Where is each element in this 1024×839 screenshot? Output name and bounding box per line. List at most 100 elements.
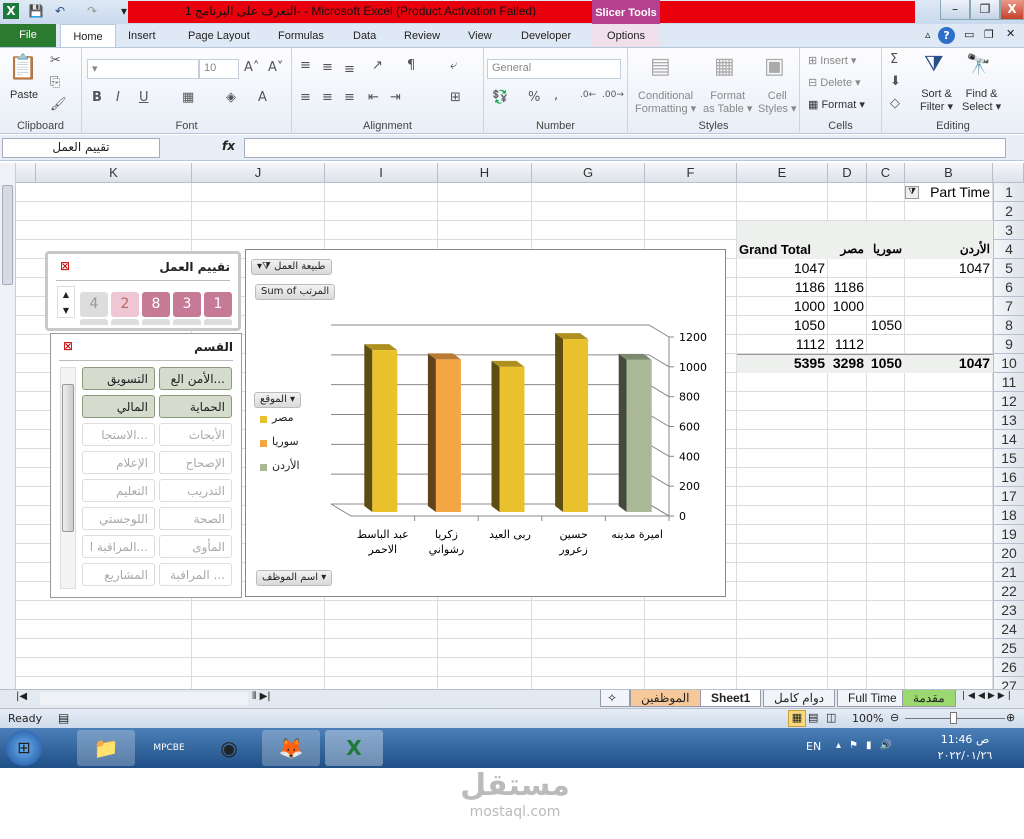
customize-qat-icon[interactable]: ▾ xyxy=(120,4,128,18)
pivot-column-header[interactable]: مصر xyxy=(840,242,864,256)
column-header-H[interactable]: H xyxy=(438,163,532,183)
sheet-tab-full-time-ar[interactable]: دوام كامل xyxy=(763,690,836,707)
department-item[interactable]: الإصحاح xyxy=(159,451,232,474)
column-header-F[interactable]: F xyxy=(645,163,737,183)
bar[interactable] xyxy=(499,366,525,512)
start-button[interactable]: ⊞ xyxy=(6,730,42,766)
row-header-7[interactable]: 7 xyxy=(993,297,1024,316)
pivot-total-cell[interactable]: 1050 xyxy=(870,355,902,371)
department-item[interactable]: المراقبة ا... xyxy=(82,535,155,558)
pivot-total-cell[interactable]: 1047 xyxy=(958,355,990,371)
tab-insert[interactable]: Insert xyxy=(128,30,156,42)
bold-button[interactable]: B xyxy=(92,90,102,105)
format-cells-button[interactable]: ▦ Format ▾ xyxy=(808,98,865,111)
sort-filter-button[interactable]: Sort & Filter ▾ xyxy=(920,88,953,113)
comma-button[interactable]: , xyxy=(554,88,559,103)
row-header-11[interactable]: 11 xyxy=(993,373,1024,392)
increase-decimal-icon[interactable]: .0← xyxy=(580,90,597,100)
wrap-text-icon[interactable]: ⤶ xyxy=(450,58,458,73)
format-as-table-icon[interactable]: ▦ xyxy=(714,54,735,79)
row-header-13[interactable]: 13 xyxy=(993,411,1024,430)
pivot-total-cell[interactable]: 3298 xyxy=(832,355,864,371)
pivot-cell[interactable]: 1050 xyxy=(793,317,825,333)
font-size-combo[interactable]: 10 xyxy=(199,59,239,79)
department-item[interactable]: الأمن الع... xyxy=(159,367,232,390)
italic-button[interactable]: I xyxy=(116,90,120,105)
pivot-cell[interactable]: 1050 xyxy=(870,317,902,333)
row-header-15[interactable]: 15 xyxy=(993,449,1024,468)
tab-home[interactable]: Home xyxy=(60,24,116,48)
paste-button[interactable]: Paste xyxy=(10,89,39,101)
align-middle-icon[interactable]: ≡ xyxy=(322,60,333,75)
row-header-12[interactable]: 12 xyxy=(993,392,1024,411)
sheet-tab-sheet1[interactable]: Sheet1 xyxy=(700,690,762,707)
scroll-thumb[interactable] xyxy=(2,185,13,285)
pivot-cell[interactable]: 1047 xyxy=(793,260,825,276)
row-header-24[interactable]: 24 xyxy=(993,620,1024,639)
conditional-formatting-icon[interactable]: ▤ xyxy=(650,54,671,79)
minimize-ribbon-icon[interactable]: ▵ xyxy=(925,28,931,41)
department-item[interactable]: التسويق xyxy=(82,367,155,390)
close-button[interactable]: X xyxy=(1000,0,1024,20)
row-header-1[interactable]: 1 xyxy=(993,183,1024,202)
conditional-formatting-button[interactable]: Conditional Formatting ▾ xyxy=(635,90,696,115)
department-item[interactable]: الإعلام xyxy=(82,451,155,474)
zoom-level[interactable]: 100% xyxy=(852,712,884,725)
clock-time[interactable]: 11:46 ص xyxy=(940,733,990,746)
clear-icon[interactable]: ◇ xyxy=(890,96,900,111)
department-item[interactable]: الاستجا... xyxy=(82,423,155,446)
row-header-22[interactable]: 22 xyxy=(993,582,1024,601)
tab-formulas[interactable]: Formulas xyxy=(278,30,324,42)
chart-axis-button[interactable]: اسم الموظف ▾ xyxy=(256,570,333,586)
decrease-decimal-icon[interactable]: .00→ xyxy=(602,90,624,100)
explorer-icon[interactable]: 📁 xyxy=(77,730,135,766)
row-header-2[interactable]: 2 xyxy=(993,202,1024,221)
row-header-20[interactable]: 20 xyxy=(993,544,1024,563)
language-indicator[interactable]: EN xyxy=(806,740,822,753)
department-item[interactable]: الأبحاث xyxy=(159,423,232,446)
grow-font-icon[interactable]: A˄ xyxy=(244,60,260,75)
merge-center-icon[interactable]: ⊞ xyxy=(450,90,461,105)
clear-filter-icon[interactable]: ⊠ xyxy=(63,339,74,353)
macro-record-icon[interactable]: ▤ xyxy=(58,711,70,725)
accounting-format-icon[interactable]: 💱 xyxy=(492,90,509,105)
zoom-in-icon[interactable]: ⊕ xyxy=(1006,711,1016,724)
column-header-K[interactable]: K xyxy=(36,163,192,183)
workbook-minimize-icon[interactable]: ▭ xyxy=(964,28,975,41)
increase-indent-icon[interactable]: ⇥ xyxy=(390,90,401,105)
row-header-6[interactable]: 6 xyxy=(993,278,1024,297)
workbook-restore-icon[interactable]: ❐ xyxy=(984,28,994,41)
restore-button[interactable]: ❐ xyxy=(970,0,1000,20)
rating-item-3[interactable]: 3 xyxy=(173,292,201,317)
department-item[interactable]: الصحة xyxy=(159,507,232,530)
align-bottom-icon[interactable]: ≡ xyxy=(344,62,355,77)
format-painter-icon[interactable]: 🖌 xyxy=(50,97,67,112)
tab-options[interactable]: Options xyxy=(592,24,660,48)
vertical-scrollbar[interactable] xyxy=(0,163,16,689)
delete-cells-button[interactable]: ⊟ Delete ▾ xyxy=(808,76,861,89)
cell-styles-button[interactable]: Cell Styles ▾ xyxy=(758,90,797,115)
row-header-8[interactable]: 8 xyxy=(993,316,1024,335)
tray-icons[interactable]: ▴⚑▮🔊 xyxy=(836,740,900,751)
number-format-combo[interactable]: General xyxy=(487,59,621,79)
find-select-button[interactable]: Find & Select ▾ xyxy=(962,88,1001,113)
sheet-tab-intro[interactable]: مقدمة xyxy=(902,690,956,707)
cut-icon[interactable]: ✂ xyxy=(50,53,61,68)
pivot-cell[interactable]: 1047 xyxy=(958,260,990,276)
pivot-cell[interactable]: 1112 xyxy=(795,336,825,352)
orientation-icon[interactable]: ↗ xyxy=(372,58,383,73)
row-header-21[interactable]: 21 xyxy=(993,563,1024,582)
hscroll-right-icon[interactable]: ⦀ ▶| xyxy=(252,691,271,702)
sheet-tab-employees[interactable]: الموظفين xyxy=(630,690,701,707)
zoom-out-icon[interactable]: ⊖ xyxy=(890,711,900,724)
column-header-E[interactable]: E xyxy=(737,163,828,183)
pivot-column-header[interactable]: سوريا xyxy=(872,242,902,256)
autosum-button[interactable]: Σ xyxy=(890,52,899,67)
department-item[interactable]: المالي xyxy=(82,395,155,418)
row-header-25[interactable]: 25 xyxy=(993,639,1024,658)
pivot-chart[interactable]: ▾⧩ طبيعة العمل Sum of المرتب الموقع ▾ اس… xyxy=(245,249,726,597)
align-right-icon[interactable]: ≡ xyxy=(344,90,355,105)
tab-developer[interactable]: Developer xyxy=(521,30,572,42)
horizontal-scrollbar[interactable] xyxy=(40,692,248,705)
